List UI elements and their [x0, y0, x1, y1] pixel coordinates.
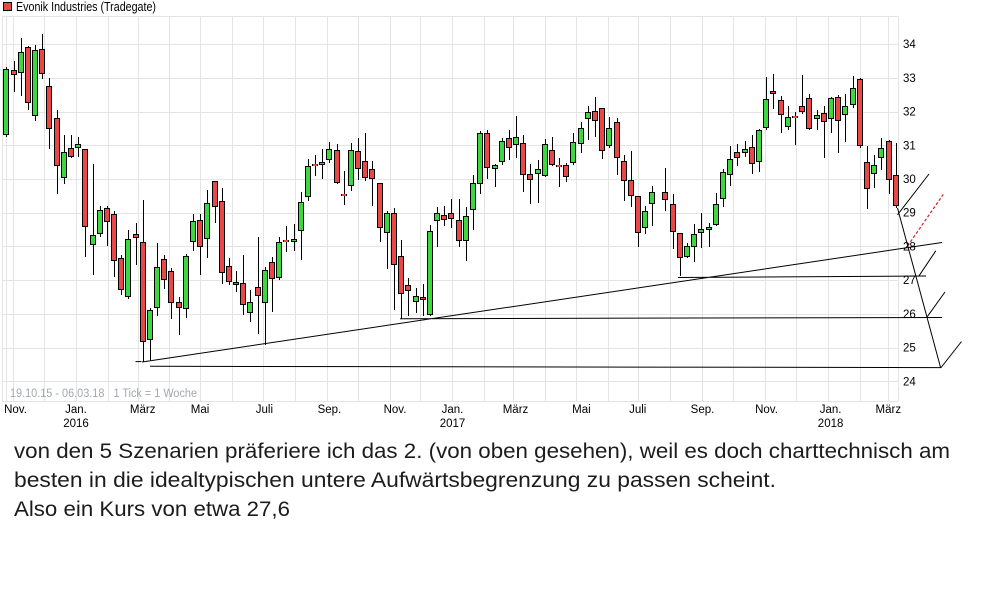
svg-text:Juli: Juli	[256, 404, 273, 416]
svg-text:Jan.: Jan.	[65, 404, 87, 416]
svg-text:25: 25	[903, 343, 916, 355]
svg-text:Mai: Mai	[191, 404, 210, 416]
svg-text:Evonik Industries (Tradegate): Evonik Industries (Tradegate)	[16, 0, 156, 14]
svg-text:34: 34	[903, 39, 916, 51]
svg-text:Jan.: Jan.	[442, 404, 464, 416]
svg-text:2016: 2016	[63, 418, 89, 430]
svg-text:Sep.: Sep.	[318, 404, 342, 416]
svg-text:31: 31	[903, 140, 916, 152]
svg-text:19.10.15 - 06.03.18 1 Tick =: 19.10.15 - 06.03.18 1 Tick = 1 Woche	[10, 388, 197, 400]
svg-text:2018: 2018	[818, 418, 844, 430]
svg-text:März: März	[876, 404, 902, 416]
svg-text:Nov.: Nov.	[755, 404, 778, 416]
svg-text:Mai: Mai	[572, 404, 591, 416]
svg-text:Sep.: Sep.	[691, 404, 715, 416]
svg-text:28: 28	[903, 242, 916, 254]
svg-text:Also ein Kurs von etwa 27,6: Also ein Kurs von etwa 27,6	[14, 498, 290, 521]
svg-text:26: 26	[903, 309, 916, 321]
svg-text:März: März	[130, 404, 156, 416]
svg-text:30: 30	[903, 174, 916, 186]
svg-text:Nov.: Nov.	[4, 404, 27, 416]
svg-text:24: 24	[903, 376, 916, 388]
svg-text:besten in die idealtypischen u: besten in die idealtypischen untere Aufw…	[14, 469, 776, 492]
svg-text:2017: 2017	[440, 418, 466, 430]
svg-text:29: 29	[903, 208, 916, 220]
svg-text:Jan.: Jan.	[820, 404, 842, 416]
svg-text:33: 33	[903, 73, 916, 85]
svg-text:Nov.: Nov.	[384, 404, 407, 416]
svg-text:von den 5 Szenarien präferiere: von den 5 Szenarien präferiere ich das 2…	[14, 440, 950, 463]
svg-text:Juli: Juli	[629, 404, 646, 416]
svg-text:32: 32	[903, 107, 916, 119]
svg-text:27: 27	[903, 275, 916, 287]
svg-text:März: März	[503, 404, 529, 416]
